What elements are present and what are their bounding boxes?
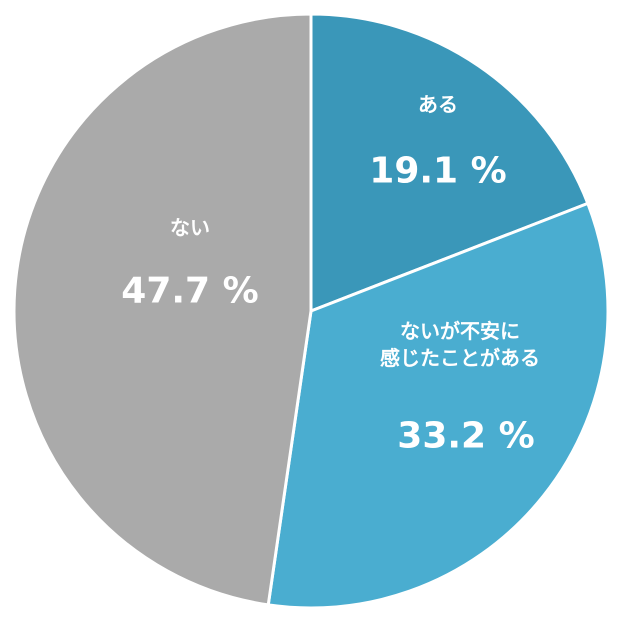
pie-slice <box>309 12 590 314</box>
pie-slice <box>266 201 610 610</box>
value-label: 47.7 % <box>121 270 259 312</box>
slice-label: ないが不安に 感じたことがある <box>380 319 540 370</box>
value-label: 19.1 % <box>369 150 507 192</box>
slice-label: ない <box>170 215 210 240</box>
slice-label: ある <box>418 92 458 117</box>
pie-slice <box>12 12 313 607</box>
value-label: 33.2 % <box>397 415 535 457</box>
